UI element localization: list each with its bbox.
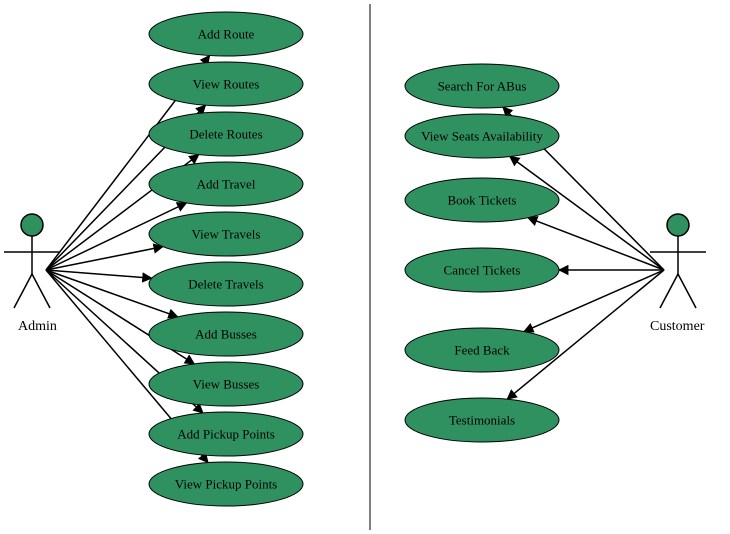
admin-assoc-4 — [46, 247, 163, 270]
admin-usecase-9-label: View Pickup Points — [175, 477, 278, 492]
admin-usecase-7-label: View Busses — [193, 377, 260, 392]
admin-usecase-2: Delete Routes — [149, 112, 303, 156]
admin-usecase-7: View Busses — [149, 362, 303, 406]
customer-label: Customer — [650, 319, 705, 334]
customer-usecase-4: Feed Back — [405, 328, 559, 372]
admin-usecase-6-label: Add Busses — [195, 327, 257, 342]
admin-usecase-0: Add Route — [149, 12, 303, 56]
customer-usecase-3: Cancel Tickets — [405, 248, 559, 292]
customer-usecase-4-label: Feed Back — [454, 343, 510, 358]
admin-usecase-4-label: View Travels — [192, 227, 261, 242]
customer-usecase-2-label: Book Tickets — [448, 193, 517, 208]
admin-usecase-5-label: Delete Travels — [188, 277, 263, 292]
customer-usecase-2: Book Tickets — [405, 178, 559, 222]
admin-assoc-5 — [46, 270, 152, 278]
admin-usecase-4: View Travels — [149, 212, 303, 256]
admin-usecase-1: View Routes — [149, 62, 303, 106]
customer-usecase-3-label: Cancel Tickets — [444, 263, 521, 278]
admin-usecase-3-label: Add Travel — [197, 177, 256, 192]
customer-usecase-5: Testimonials — [405, 398, 559, 442]
customer-usecase-5-label: Testimonials — [449, 413, 515, 428]
admin-usecase-3: Add Travel — [149, 162, 303, 206]
admin-usecase-0-label: Add Route — [198, 27, 255, 42]
customer-usecase-0-label: Search For ABus — [438, 79, 527, 94]
admin-usecase-1-label: View Routes — [193, 77, 260, 92]
customer-usecase-1: View Seats Availability — [405, 114, 559, 158]
admin-usecase-2-label: Delete Routes — [189, 127, 262, 142]
admin-usecase-9: View Pickup Points — [149, 462, 303, 506]
customer-usecase-0: Search For ABus — [405, 64, 559, 108]
admin-usecase-8: Add Pickup Points — [149, 412, 303, 456]
admin-label: Admin — [18, 319, 57, 334]
admin-usecase-5: Delete Travels — [149, 262, 303, 306]
admin-usecase-8-label: Add Pickup Points — [177, 427, 275, 442]
customer-usecase-1-label: View Seats Availability — [421, 129, 543, 144]
admin-usecase-6: Add Busses — [149, 312, 303, 356]
